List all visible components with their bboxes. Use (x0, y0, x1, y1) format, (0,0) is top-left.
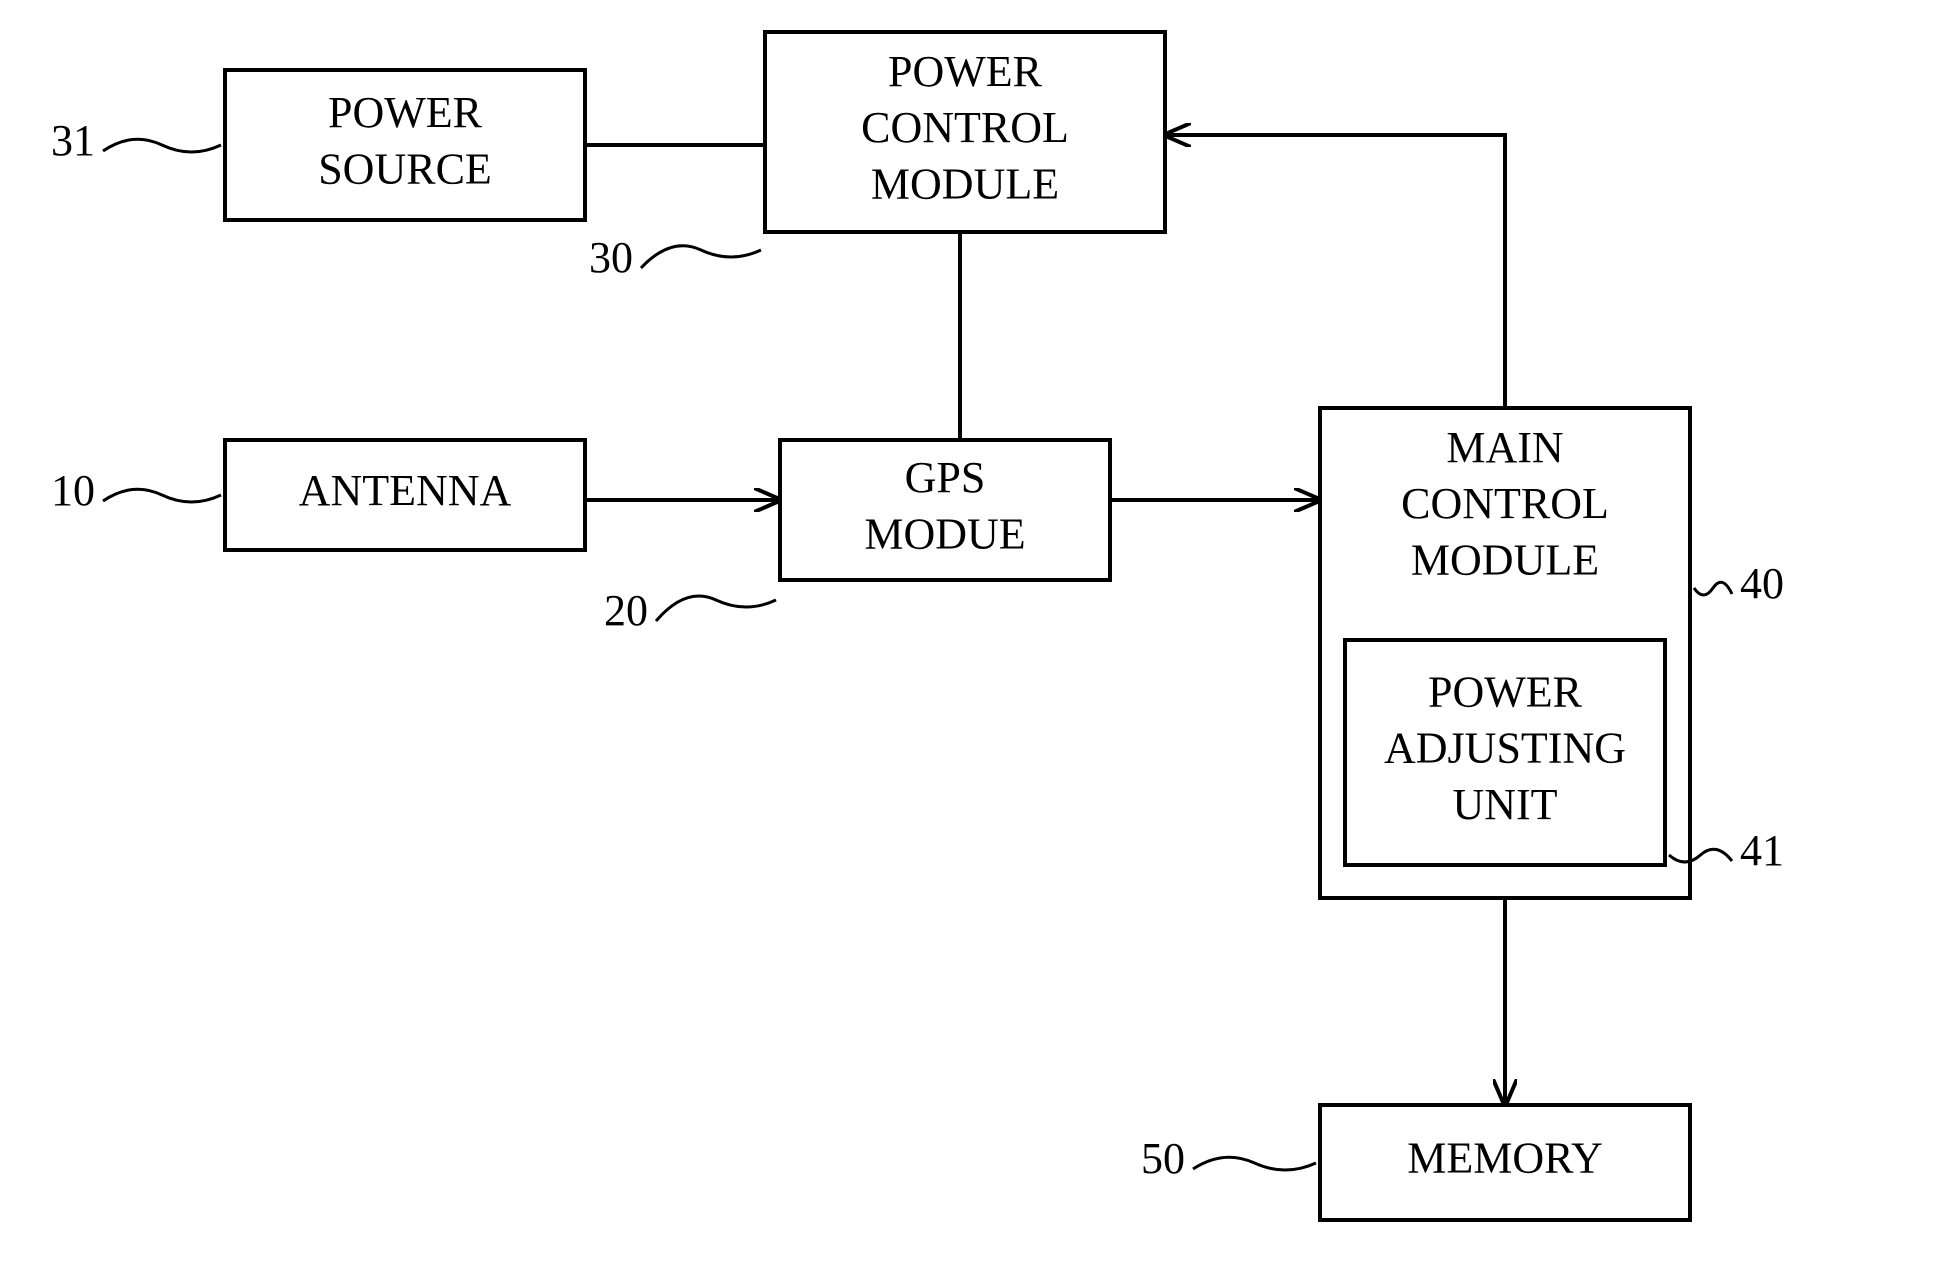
node-antenna: ANTENNA 10 (51, 440, 585, 550)
node-antenna-leader (103, 489, 221, 502)
node-gps-ref: 20 (604, 586, 648, 635)
node-gps-label-1: MODUE (864, 509, 1025, 558)
node-memory-leader (1193, 1157, 1316, 1170)
node-gps: GPS MODUE 20 (604, 440, 1110, 635)
node-memory-ref: 50 (1141, 1134, 1185, 1183)
node-memory-label-0: MEMORY (1407, 1134, 1603, 1183)
node-main_control-leader (1694, 582, 1732, 595)
node-power_source-label-1: SOURCE (318, 144, 492, 193)
node-main_control-ref: 40 (1740, 559, 1784, 608)
node-power_adjust: POWER ADJUSTING UNIT 41 (1345, 640, 1784, 875)
node-power_source-leader (103, 139, 221, 152)
node-memory: MEMORY 50 (1141, 1105, 1690, 1220)
node-power_control: POWER CONTROL MODULE 30 (589, 32, 1165, 282)
node-main_control-label-1: CONTROL (1401, 479, 1609, 528)
node-power_adjust-label-2: UNIT (1452, 780, 1557, 829)
node-power_source-label-0: POWER (328, 88, 483, 137)
node-power_control-label-2: MODULE (871, 159, 1059, 208)
node-power_source-ref: 31 (51, 116, 95, 165)
node-power_adjust-label-1: ADJUSTING (1384, 724, 1626, 773)
edge-main_control-power_control (1165, 135, 1505, 408)
node-antenna-label-0: ANTENNA (299, 466, 512, 515)
node-antenna-ref: 10 (51, 466, 95, 515)
node-power_control-label-0: POWER (888, 47, 1043, 96)
node-main_control-label-0: MAIN (1446, 423, 1563, 472)
block-diagram: POWER SOURCE 31 POWER CONTROL MODULE 30 ANTENNA… (0, 0, 1941, 1287)
node-power_adjust-ref: 41 (1740, 826, 1784, 875)
node-power_adjust-label-0: POWER (1428, 667, 1583, 716)
node-gps-leader (656, 596, 776, 621)
node-power_control-ref: 30 (589, 233, 633, 282)
node-power_control-leader (641, 246, 761, 268)
node-main_control-label-2: MODULE (1411, 535, 1599, 584)
node-power_source: POWER SOURCE 31 (51, 70, 585, 220)
node-power_control-label-1: CONTROL (861, 103, 1069, 152)
node-gps-label-0: GPS (905, 453, 986, 502)
